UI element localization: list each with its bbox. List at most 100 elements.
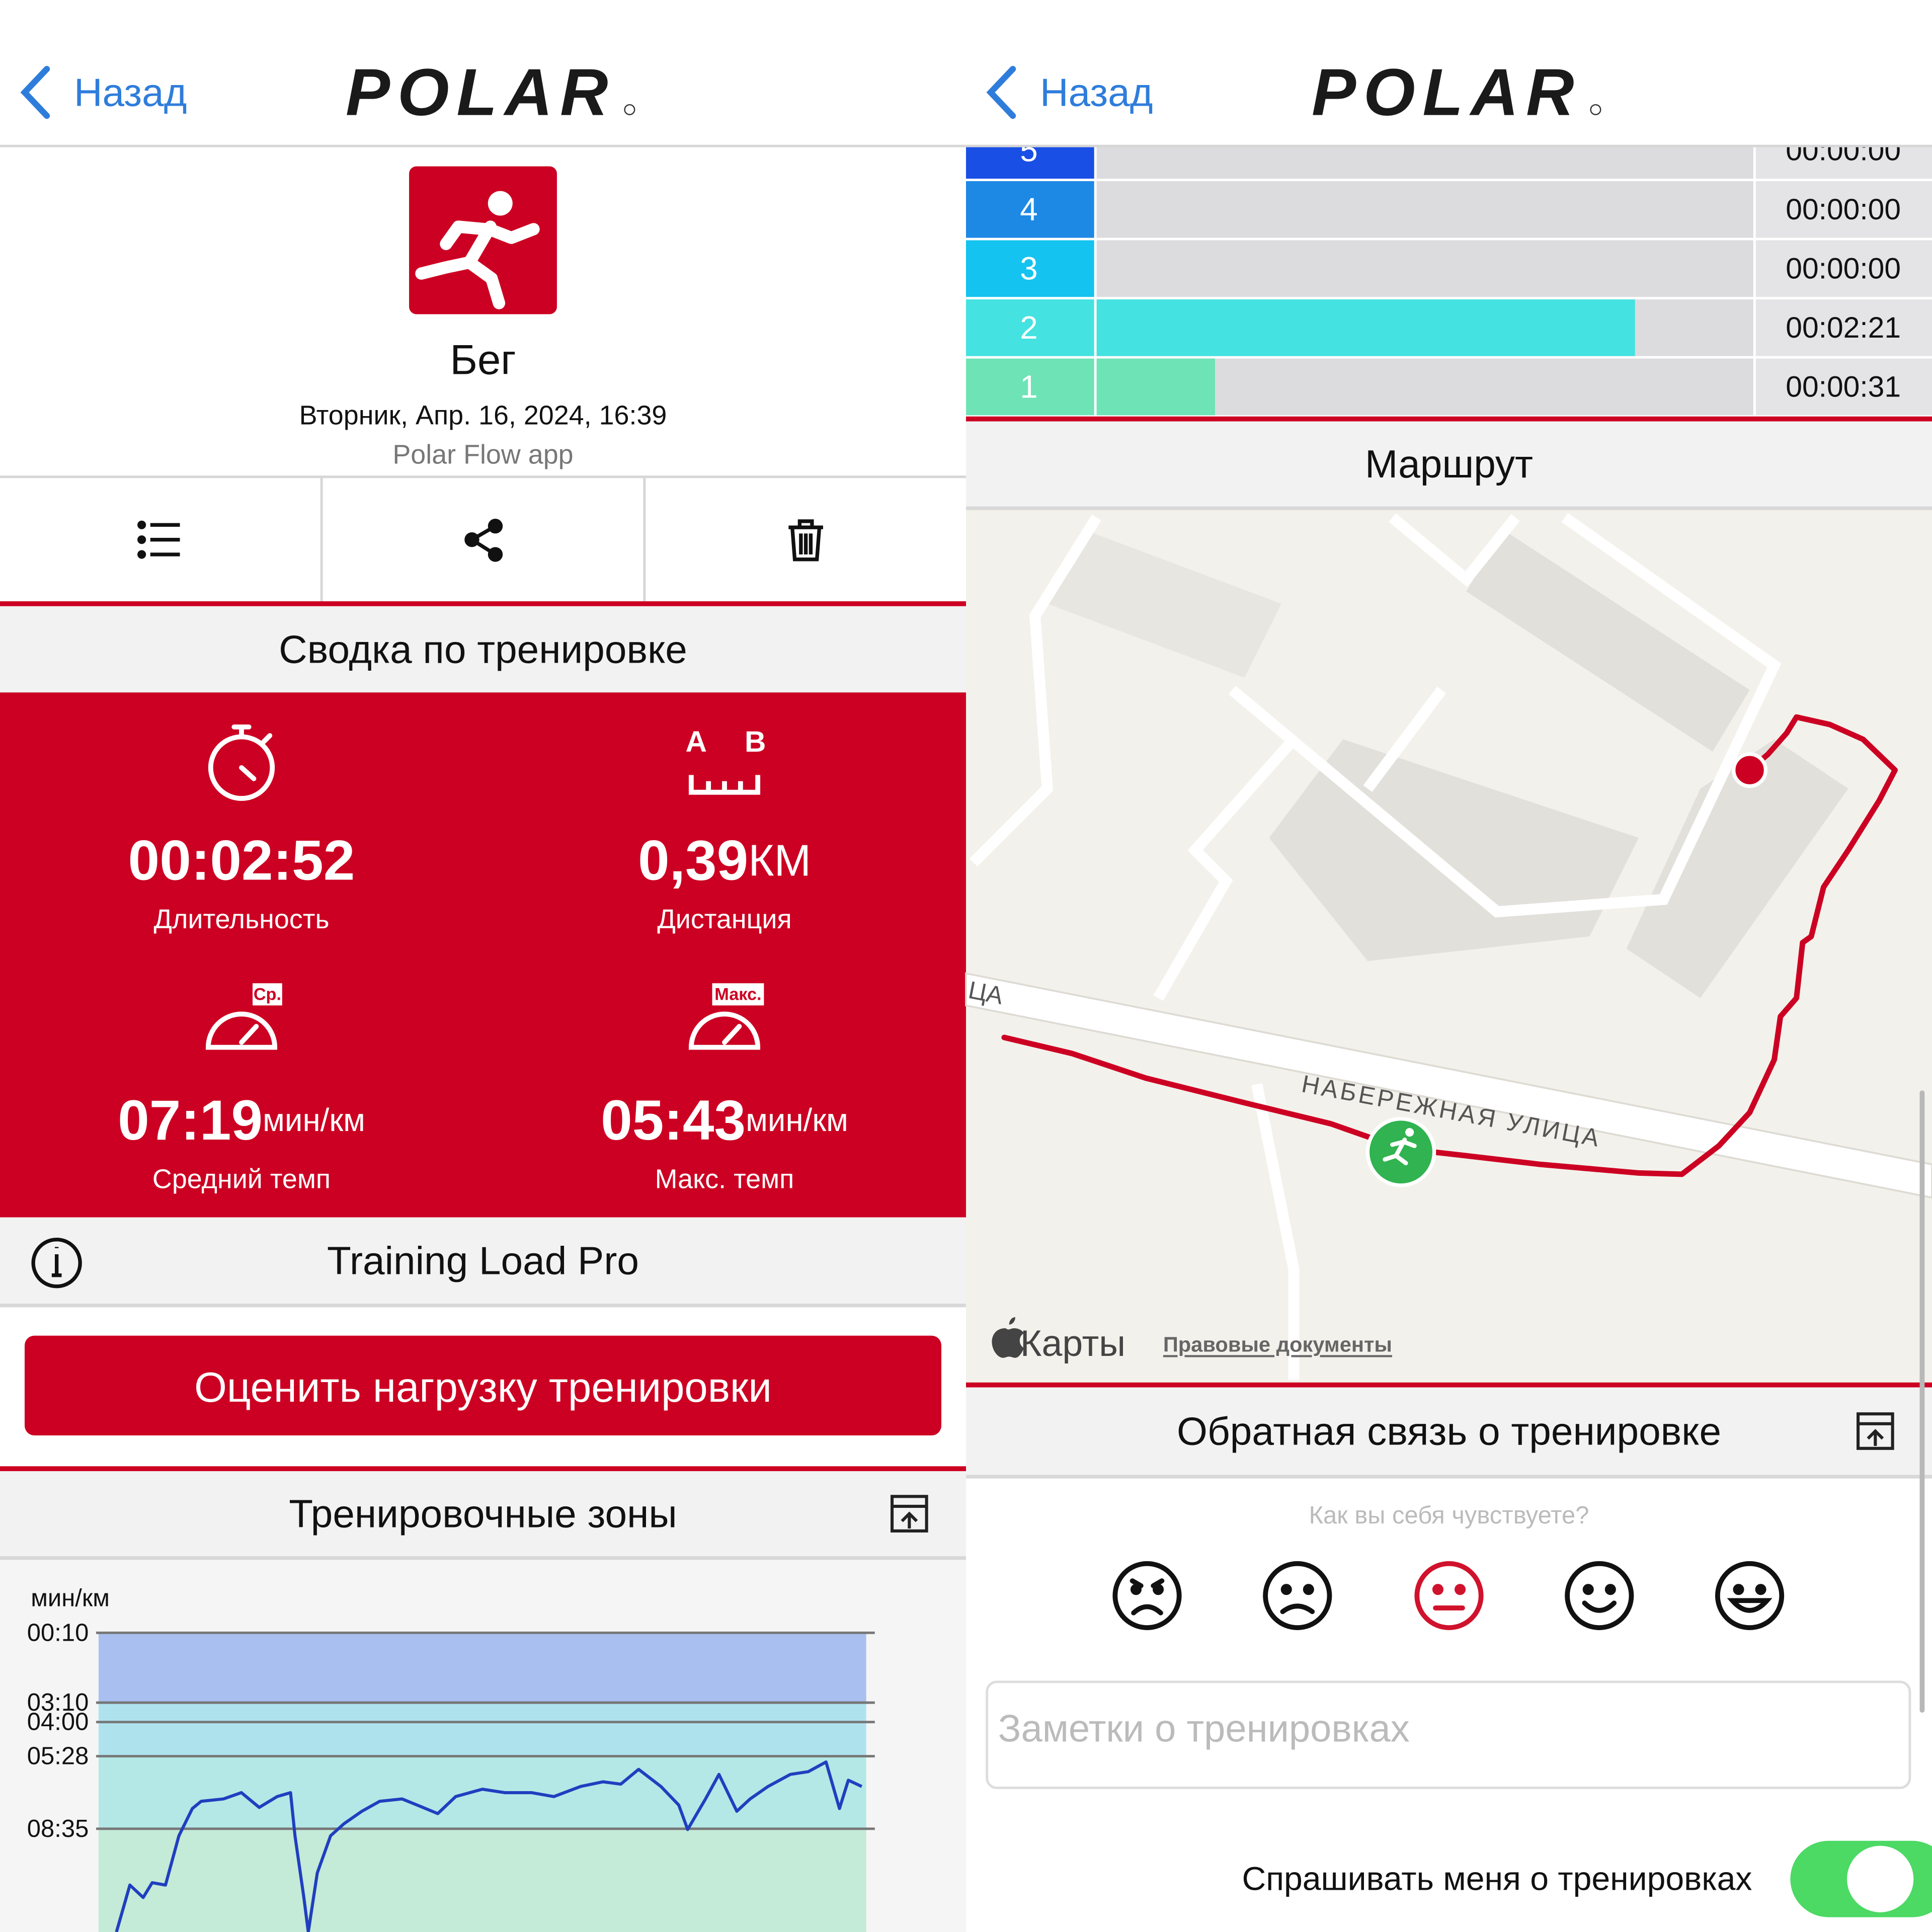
mood-face[interactable] [1112,1561,1182,1630]
share-node [488,547,503,562]
pace-unit: мин/км [746,1102,848,1138]
zone-band [98,1722,866,1756]
map-building [1047,530,1281,678]
y-axis-label: мин/км [31,1584,110,1612]
section-bg [0,1217,966,1304]
zone-number: 1 [1020,369,1037,405]
y-tick-label: 05:28 [27,1743,89,1770]
zone-time: 00:02:21 [1786,311,1901,344]
y-tick-label: 08:35 [27,1815,89,1842]
section-shadow [966,506,1932,510]
mood-face[interactable] [1565,1561,1634,1630]
zone-number: 4 [1020,192,1037,227]
export-icon[interactable] [1857,1412,1894,1450]
list-button[interactable] [137,520,180,559]
section-bg [0,1471,966,1557]
back-button[interactable]: Назад [20,66,187,119]
zone-time: 00:00:00 [1786,193,1901,226]
face-outline [1263,1561,1332,1630]
zone-band [98,1703,866,1722]
route-end [1732,752,1768,788]
face-eye [1280,1584,1292,1595]
header-bg [966,0,1932,145]
mood-face[interactable] [1715,1561,1785,1630]
face-eye [1153,1584,1164,1595]
red-rule [0,601,966,606]
stopwatch-icon [208,725,275,801]
zone-number: 2 [1020,310,1037,346]
start-runner-head [1405,1128,1414,1137]
ask-toggle[interactable] [1790,1840,1932,1917]
ruler-icon [688,775,761,795]
apple-glyph [992,1317,1024,1358]
export-icon-box [1857,1412,1894,1450]
distance-value: 0,39КМ [638,828,811,892]
header-bg [0,0,966,145]
face-outline [1414,1561,1484,1630]
zone-time-cell [1755,240,1932,297]
info-button[interactable] [31,1238,82,1289]
section-heading: Тренировочные зоны [289,1492,677,1536]
zone-time-cell [1755,358,1932,416]
zone-cell [966,240,1094,297]
polar-logo: POLAR [1312,55,1581,130]
export-icon[interactable] [891,1495,928,1533]
toggle-knob [1847,1845,1914,1912]
feedback-question: Как вы себя чувствуете? [1309,1502,1589,1529]
back-button[interactable]: Назад [986,66,1153,119]
activity-date: Вторник, Апр. 16, 2024, 16:39 [299,400,667,430]
pace-number: 07:19 [118,1088,263,1152]
section-bg [966,421,1932,507]
pace-label: Макс. темп [655,1164,794,1194]
logo-dot [624,104,635,115]
zone-time: 00:00:00 [1786,252,1901,285]
y-tick-label: 00:10 [27,1619,89,1646]
y-tick-label: 03:10 [27,1689,89,1716]
export-icon-arrow [1858,1422,1893,1446]
section-heading: Маршрут [1365,442,1533,486]
notes-placeholder: Заметки о тренировках [998,1707,1410,1750]
mood-face[interactable] [1414,1561,1484,1630]
notes-input[interactable]: Заметки о тренировках [986,1680,1911,1789]
street-name-fragment: ЦА [966,977,1005,1010]
section-heading: Сводка по тренировке [279,627,687,672]
y-tick-label: 04:00 [27,1709,89,1736]
zone-number: 3 [1020,251,1037,286]
mood-face[interactable] [1263,1561,1332,1630]
runner-head [488,191,513,216]
trash-body [788,519,823,561]
zone-cell [966,181,1094,238]
route-line [1001,714,1898,1177]
summary-panel [0,692,966,1218]
pace-badge [712,983,764,1006]
legal-link: Правовые документы [1163,1332,1392,1356]
share-button[interactable] [464,519,503,562]
zone-band [98,1828,866,1932]
list-dot [137,520,146,529]
activity-source: Polar Flow app [392,440,573,470]
ab-label: A [685,726,706,758]
pace-value: 07:19мин/км [118,1088,365,1152]
map-building [1466,530,1750,752]
red-rule [0,1466,966,1472]
section-shadow [0,1304,966,1308]
share-node [488,519,503,534]
map-streets [969,513,1782,1380]
face-eye [1604,1584,1616,1595]
face-eye [1755,1584,1766,1595]
face-mouth [1727,1598,1773,1613]
distance-number: 0,39 [638,828,748,892]
button-bg [24,1335,942,1436]
pace-line [115,1760,863,1932]
ask-toggle-label: Спрашивать меня о тренировках [1242,1861,1752,1898]
gauge [205,1011,278,1050]
scrollbar [1919,1090,1925,1713]
pace-badge-label: Ср. [254,985,281,1004]
delete-button[interactable] [788,519,823,561]
pace-value: 05:43мин/км [601,1088,848,1152]
face-eye [1733,1584,1744,1595]
start-runner [1383,1138,1417,1166]
rate-load-button[interactable]: Оценить нагрузку тренировки [24,1335,942,1436]
